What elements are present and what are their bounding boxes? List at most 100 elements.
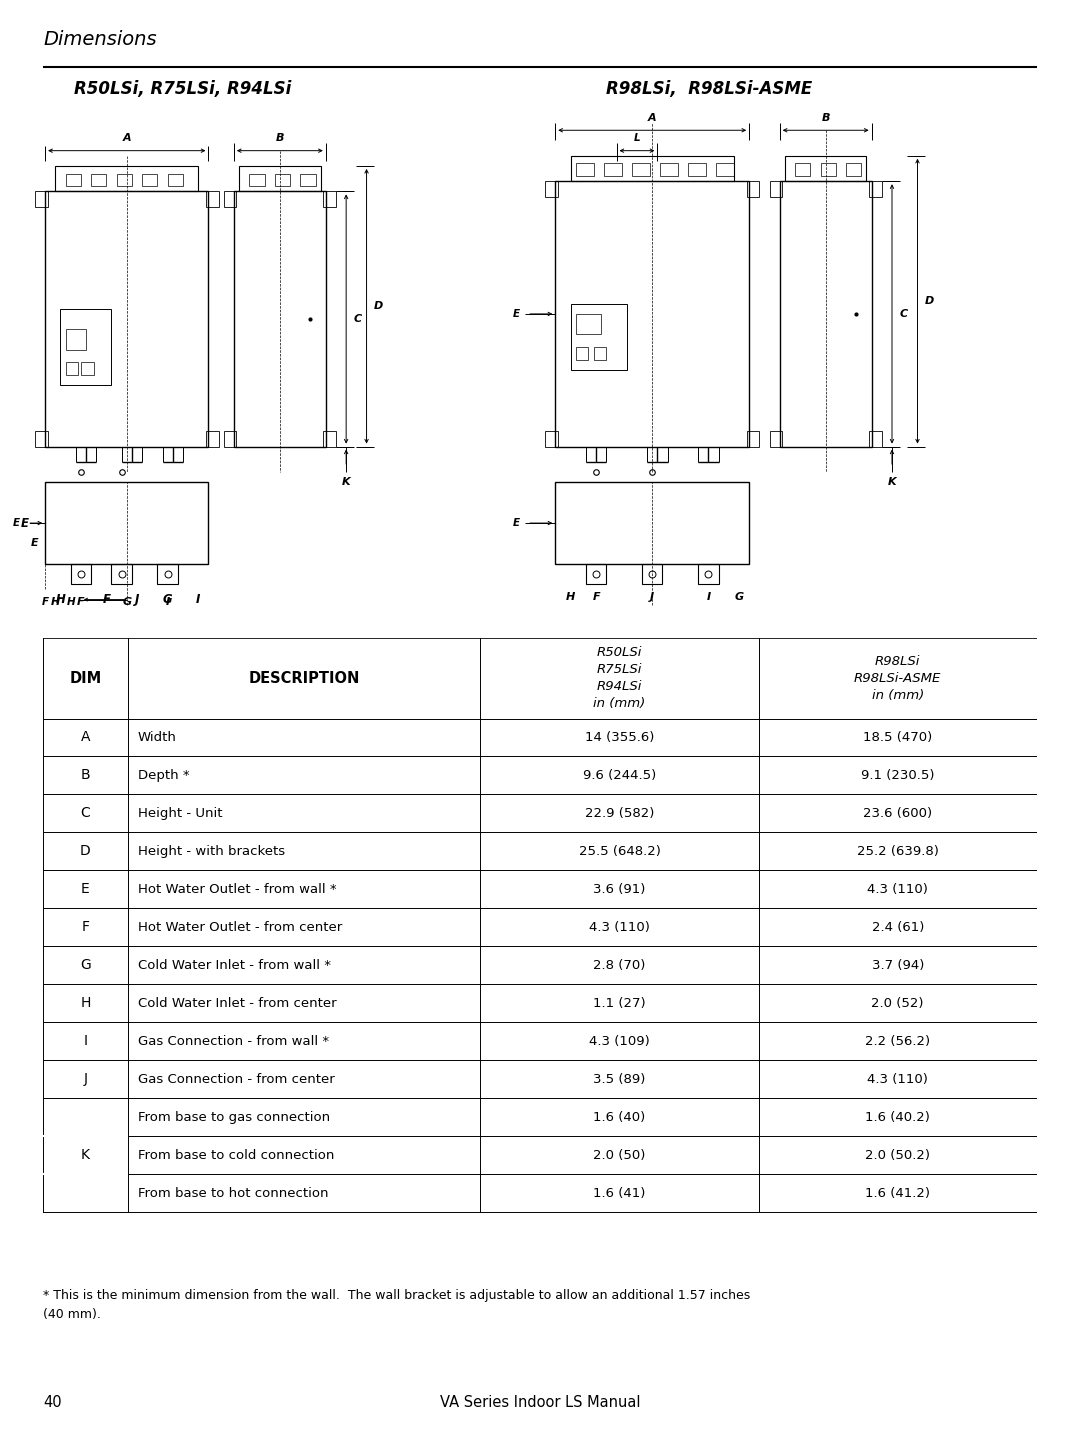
Text: A: A	[122, 134, 131, 144]
Text: 25.2 (639.8): 25.2 (639.8)	[856, 845, 939, 858]
Bar	[300, 174, 315, 187]
Text: 1.6 (40): 1.6 (40)	[593, 1111, 646, 1124]
Text: 2.0 (52): 2.0 (52)	[872, 997, 924, 1010]
Text: 9.1 (230.5): 9.1 (230.5)	[861, 769, 934, 782]
Text: B: B	[275, 134, 284, 144]
Text: 2.4 (61): 2.4 (61)	[872, 921, 923, 934]
Text: 1.6 (41): 1.6 (41)	[593, 1187, 646, 1200]
Bar	[45, 483, 208, 563]
Text: E: E	[21, 516, 29, 530]
Bar	[143, 174, 158, 187]
Text: 3.6 (91): 3.6 (91)	[593, 882, 646, 895]
Bar	[586, 563, 606, 585]
Text: I: I	[706, 592, 711, 602]
Text: I: I	[83, 1035, 87, 1049]
Text: H: H	[55, 593, 66, 606]
Bar	[770, 431, 782, 447]
Text: R50LSi, R75LSi, R94LSi: R50LSi, R75LSi, R94LSi	[73, 80, 291, 98]
Bar	[35, 191, 48, 207]
Text: Depth *: Depth *	[137, 769, 189, 782]
Bar	[81, 362, 94, 375]
Bar	[604, 164, 622, 177]
Bar	[785, 155, 866, 181]
Text: F: F	[42, 596, 49, 606]
Bar	[45, 191, 208, 447]
Bar	[746, 431, 759, 447]
Bar	[660, 164, 678, 177]
Text: 25.5 (648.2): 25.5 (648.2)	[579, 845, 661, 858]
Text: VA Series Indoor LS Manual: VA Series Indoor LS Manual	[440, 1395, 640, 1410]
Text: 2.0 (50.2): 2.0 (50.2)	[865, 1148, 930, 1161]
Text: 4.3 (109): 4.3 (109)	[589, 1035, 650, 1048]
Bar	[239, 165, 321, 191]
Text: 9.6 (244.5): 9.6 (244.5)	[583, 769, 657, 782]
Bar	[570, 155, 733, 181]
Bar	[323, 431, 336, 447]
Text: C: C	[900, 309, 908, 319]
Bar	[35, 431, 48, 447]
Bar	[642, 563, 662, 585]
Bar	[70, 563, 91, 585]
Text: 1.6 (41.2): 1.6 (41.2)	[865, 1187, 930, 1200]
Text: H: H	[566, 592, 576, 602]
Bar	[545, 181, 558, 197]
Bar	[846, 164, 862, 177]
Text: 3.5 (89): 3.5 (89)	[593, 1073, 646, 1086]
Bar	[869, 431, 881, 447]
Bar	[555, 181, 750, 447]
Text: F: F	[103, 593, 110, 606]
Text: 1.6 (40.2): 1.6 (40.2)	[865, 1111, 930, 1124]
Bar	[632, 164, 650, 177]
Text: DESCRIPTION: DESCRIPTION	[248, 671, 360, 685]
Text: K: K	[342, 477, 351, 487]
Bar	[323, 191, 336, 207]
Bar	[66, 329, 86, 349]
Text: 23.6 (600): 23.6 (600)	[863, 808, 932, 821]
Text: Hot Water Outlet - from center: Hot Water Outlet - from center	[137, 921, 342, 934]
Text: I: I	[197, 593, 201, 606]
Bar	[111, 563, 132, 585]
Text: E: E	[13, 519, 19, 527]
Text: A: A	[648, 112, 657, 122]
Text: 4.3 (110): 4.3 (110)	[589, 921, 650, 934]
Text: F: F	[77, 598, 84, 608]
Text: H: H	[51, 598, 60, 608]
Text: J: J	[135, 593, 139, 606]
Text: 4.3 (110): 4.3 (110)	[867, 882, 928, 895]
Text: 22.9 (582): 22.9 (582)	[584, 808, 654, 821]
Bar	[576, 164, 594, 177]
Bar	[576, 348, 589, 359]
Text: E: E	[81, 882, 90, 897]
Text: J: J	[83, 1072, 87, 1086]
Text: R98LSi,  R98LSi-ASME: R98LSi, R98LSi-ASME	[606, 80, 812, 98]
Text: 14 (355.6): 14 (355.6)	[584, 731, 654, 744]
Bar	[91, 174, 107, 187]
Bar	[206, 191, 218, 207]
Text: 18.5 (470): 18.5 (470)	[863, 731, 932, 744]
Text: Hot Water Outlet - from wall *: Hot Water Outlet - from wall *	[137, 882, 336, 895]
Text: 1.1 (27): 1.1 (27)	[593, 997, 646, 1010]
Text: F: F	[592, 592, 599, 602]
Bar	[224, 191, 237, 207]
Text: D: D	[80, 845, 91, 858]
Bar	[66, 362, 79, 375]
Text: D: D	[374, 302, 383, 312]
Bar	[224, 431, 237, 447]
Text: Width: Width	[137, 731, 176, 744]
Text: 2.2 (56.2): 2.2 (56.2)	[865, 1035, 930, 1048]
Text: 2.8 (70): 2.8 (70)	[593, 958, 646, 971]
Text: From base to hot connection: From base to hot connection	[137, 1187, 328, 1200]
Text: Gas Connection - from wall *: Gas Connection - from wall *	[137, 1035, 328, 1048]
Text: D: D	[926, 296, 934, 306]
Text: G: G	[80, 958, 91, 973]
Bar	[206, 431, 218, 447]
Text: E: E	[513, 519, 519, 527]
Bar	[555, 483, 750, 563]
Text: 3.7 (94): 3.7 (94)	[872, 958, 923, 971]
Bar	[576, 313, 602, 335]
Text: Gas Connection - from center: Gas Connection - from center	[137, 1073, 335, 1086]
Bar	[117, 174, 132, 187]
Text: 4.3 (110): 4.3 (110)	[867, 1073, 928, 1086]
Bar	[821, 164, 836, 177]
Text: F: F	[81, 921, 90, 934]
